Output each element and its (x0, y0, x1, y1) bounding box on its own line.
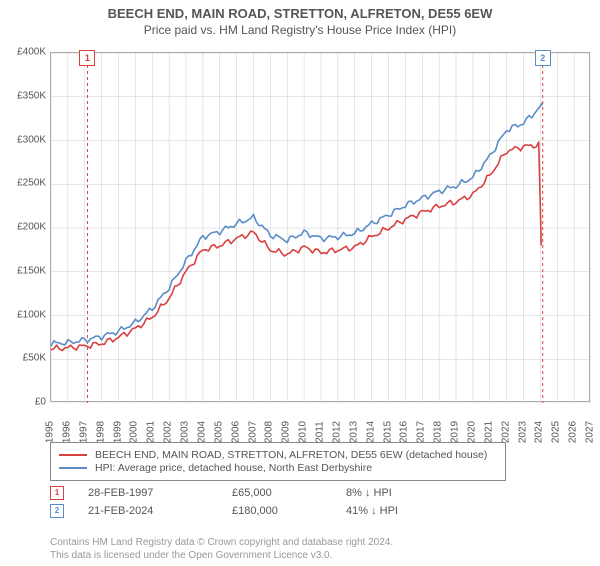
marker-date: 28-FEB-1997 (88, 487, 208, 499)
legend-item: HPI: Average price, detached house, Nort… (59, 462, 497, 474)
legend-label: BEECH END, MAIN ROAD, STRETTON, ALFRETON… (95, 449, 487, 461)
x-tick-label: 2017 (416, 421, 427, 443)
y-tick-label: £100K (17, 309, 46, 320)
x-tick-label: 1997 (78, 421, 89, 443)
y-tick-label: £200K (17, 222, 46, 233)
x-tick-label: 2007 (247, 421, 258, 443)
chart-svg (51, 53, 591, 403)
marker-price: £65,000 (232, 487, 322, 499)
chart-marker-1: 1 (79, 50, 95, 66)
footer-line-1: Contains HM Land Registry data © Crown c… (50, 536, 393, 549)
x-tick-label: 2023 (517, 421, 528, 443)
y-tick-label: £300K (17, 134, 46, 145)
marker-price: £180,000 (232, 505, 322, 517)
x-tick-label: 2002 (163, 421, 174, 443)
x-tick-label: 2009 (281, 421, 292, 443)
x-tick-label: 2025 (551, 421, 562, 443)
x-tick-label: 2027 (585, 421, 596, 443)
x-tick-label: 1995 (45, 421, 56, 443)
x-tick-label: 2012 (331, 421, 342, 443)
chart-title: BEECH END, MAIN ROAD, STRETTON, ALFRETON… (0, 6, 600, 21)
chart-plot-area: 12 (50, 52, 590, 402)
y-tick-label: £0 (35, 397, 46, 408)
x-tick-label: 2005 (213, 421, 224, 443)
marker-pct: 8% ↓ HPI (346, 487, 436, 499)
y-tick-label: £400K (17, 47, 46, 58)
legend-swatch (59, 467, 87, 469)
x-tick-label: 2026 (568, 421, 579, 443)
legend-swatch (59, 454, 87, 456)
legend-item: BEECH END, MAIN ROAD, STRETTON, ALFRETON… (59, 449, 497, 461)
x-tick-label: 2019 (450, 421, 461, 443)
marker-table-row: 1 28-FEB-1997 £65,000 8% ↓ HPI (50, 486, 436, 500)
y-tick-label: £50K (23, 353, 46, 364)
legend-label: HPI: Average price, detached house, Nort… (95, 462, 372, 474)
x-tick-label: 2004 (196, 421, 207, 443)
y-tick-label: £150K (17, 265, 46, 276)
x-tick-label: 1996 (61, 421, 72, 443)
chart-subtitle: Price paid vs. HM Land Registry's House … (0, 23, 600, 37)
x-tick-label: 2011 (315, 421, 326, 443)
legend-box: BEECH END, MAIN ROAD, STRETTON, ALFRETON… (50, 442, 506, 481)
x-tick-label: 2000 (129, 421, 140, 443)
x-tick-label: 2008 (264, 421, 275, 443)
x-tick-label: 2015 (382, 421, 393, 443)
marker-table-row: 2 21-FEB-2024 £180,000 41% ↓ HPI (50, 504, 436, 518)
y-axis-labels: £0£50K£100K£150K£200K£250K£300K£350K£400… (0, 52, 50, 402)
x-tick-label: 2022 (500, 421, 511, 443)
chart-marker-2: 2 (535, 50, 551, 66)
x-tick-label: 2018 (433, 421, 444, 443)
marker-box-2: 2 (50, 504, 64, 518)
x-tick-label: 2014 (365, 421, 376, 443)
x-tick-label: 2016 (399, 421, 410, 443)
footer-attribution: Contains HM Land Registry data © Crown c… (50, 536, 393, 562)
x-tick-label: 2010 (298, 421, 309, 443)
marker-pct: 41% ↓ HPI (346, 505, 436, 517)
x-axis-labels: 1995199619971998199920002001200220032004… (50, 402, 590, 442)
marker-date: 21-FEB-2024 (88, 505, 208, 517)
x-tick-label: 1999 (112, 421, 123, 443)
y-tick-label: £350K (17, 90, 46, 101)
footer-line-2: This data is licensed under the Open Gov… (50, 549, 393, 562)
y-tick-label: £250K (17, 178, 46, 189)
x-tick-label: 2024 (534, 421, 545, 443)
marker-box-1: 1 (50, 486, 64, 500)
x-tick-label: 2021 (483, 421, 494, 443)
x-tick-label: 1998 (95, 421, 106, 443)
x-tick-label: 2001 (146, 421, 157, 443)
x-tick-label: 2003 (180, 421, 191, 443)
x-tick-label: 2013 (348, 421, 359, 443)
marker-data-table: 1 28-FEB-1997 £65,000 8% ↓ HPI 2 21-FEB-2024 £… (50, 486, 436, 522)
x-tick-label: 2006 (230, 421, 241, 443)
x-tick-label: 2020 (466, 421, 477, 443)
